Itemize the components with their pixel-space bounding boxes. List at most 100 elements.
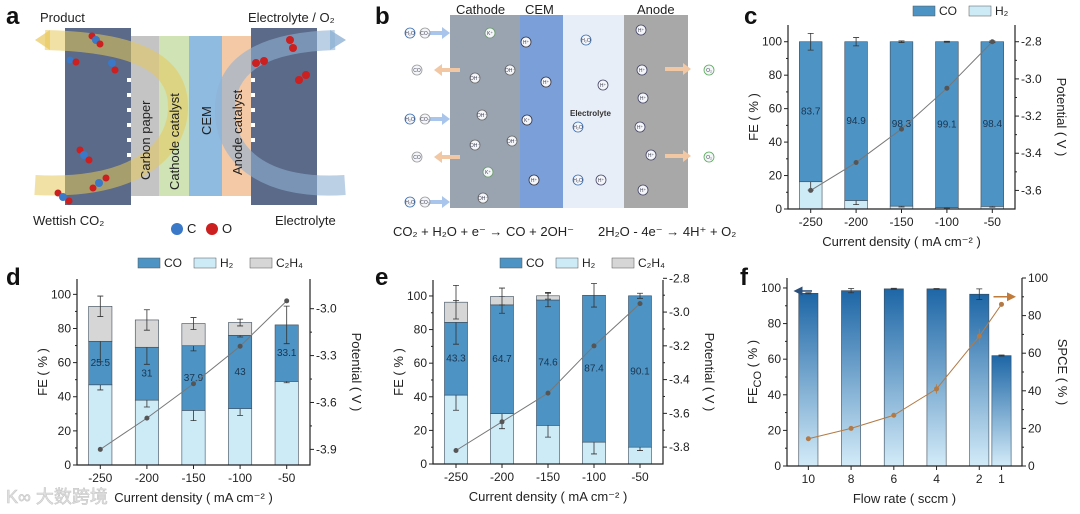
species-co2-label: CO₂ <box>420 31 430 37</box>
carbon-atom-legend-icon <box>171 223 183 235</box>
legend-label-CO: CO <box>164 256 182 270</box>
y2-axis-label: SPCE ( % ) <box>1055 339 1070 405</box>
x-tick-label: -200 <box>844 215 868 229</box>
bar-FE_CO-6 <box>883 288 904 467</box>
panel-letter-a: a <box>6 3 20 30</box>
species-co-label: CO <box>413 68 421 74</box>
y-tick-label: 60 <box>769 102 783 116</box>
bar-value-label: 43.3 <box>446 354 466 365</box>
species-k-icon <box>521 114 533 126</box>
species-h2o-icon <box>580 34 592 46</box>
species-h-label: H⁺ <box>640 96 647 102</box>
species-h-label: H⁺ <box>598 178 605 184</box>
error-bar <box>190 317 197 330</box>
bar-value-label: 94.9 <box>846 116 866 127</box>
line-point-Potential <box>237 343 243 349</box>
legend-label-C₂H₄: C₂H₄ <box>638 256 665 270</box>
legend-label-CO: CO <box>939 4 957 18</box>
line-point-SPCE <box>848 425 854 431</box>
panel-letter-e: e <box>375 264 388 291</box>
label-cathode-catalyst: Cathode catalyst <box>167 93 182 190</box>
x-tick-label: -200 <box>490 470 514 484</box>
error-bar <box>807 32 814 51</box>
panel-b-schematic: Cathode CEM Anode Electrolyte H₂O CO₂COH₂… <box>393 2 736 239</box>
y-tick-label: 80 <box>58 321 72 335</box>
species-k-label: K⁺ <box>487 31 493 37</box>
species-co-icon <box>411 64 423 76</box>
species-co-icon <box>411 151 423 163</box>
y2-tick-label: 100 <box>1028 271 1048 285</box>
legend-label-H₂: H₂ <box>220 256 234 270</box>
species-o2-label: O₂ <box>706 68 712 74</box>
bar-value-label: 99.1 <box>937 120 957 131</box>
line-point-Potential <box>808 187 814 193</box>
y2-tick-label: 60 <box>1028 346 1042 360</box>
line-point-Potential <box>453 447 459 453</box>
line-point-Potential <box>144 415 150 421</box>
x-axis-label: Current density ( mA cm⁻² ) <box>822 234 981 249</box>
species-h-label: H⁺ <box>638 28 645 34</box>
error-bar <box>805 292 812 295</box>
species-oh-label: OH⁻ <box>507 139 518 145</box>
input-arrows <box>424 27 450 208</box>
legend-label-H₂: H₂ <box>995 4 1009 18</box>
y-tick-label: 100 <box>762 35 782 49</box>
x-tick-label: -100 <box>935 215 959 229</box>
chart-c: 83.7 -250 94.9 -200 98.3 -150 99.1 -100 98.4 -50 0… <box>746 4 1069 249</box>
line-point-Potential <box>97 446 103 452</box>
species-co2-label: CO₂ <box>420 200 430 206</box>
y-tick-label: 100 <box>761 281 781 295</box>
species-k-icon <box>482 166 494 178</box>
x-tick-label: -150 <box>181 471 205 485</box>
y2-tick-label: -2.8 <box>1021 35 1042 49</box>
species-h2o-icon <box>404 27 416 39</box>
y2-tick-label: -3.3 <box>316 349 337 363</box>
error-bar <box>890 287 897 290</box>
species-h-icon <box>645 149 657 161</box>
y-tick-label: 20 <box>768 423 782 437</box>
axes-frame <box>76 279 311 466</box>
label-anode-catalyst: Anode catalyst <box>230 89 245 175</box>
x-tick-label: -200 <box>135 471 159 485</box>
y-tick-label: 100 <box>407 289 427 303</box>
line-point-Potential <box>591 343 597 349</box>
y2-tick-label: 0 <box>1028 459 1035 473</box>
label-product: Product <box>40 10 85 25</box>
electrolyte-arrow-head <box>330 30 346 50</box>
y-tick-label: 0 <box>774 459 781 473</box>
x-tick-label: -50 <box>278 471 296 485</box>
species-oh-icon <box>476 109 488 121</box>
species-h-label: H⁺ <box>637 125 644 131</box>
y-axis-label-sub: CO <box>752 371 764 388</box>
co2-flow-arrow <box>34 30 188 196</box>
legend-swatch-C₂H₄ <box>249 257 273 269</box>
species-h-label: H⁺ <box>531 178 538 184</box>
bar-value-label: 98.3 <box>892 119 912 130</box>
x-tick-label: -150 <box>889 215 913 229</box>
species-h-label: H⁺ <box>648 153 655 159</box>
bar-value-label: 43 <box>235 367 247 378</box>
species-h-label: H⁺ <box>600 83 607 89</box>
y2-tick-label: -3.6 <box>1021 183 1042 197</box>
anode-region <box>624 15 688 208</box>
line-point-SPCE <box>805 436 811 442</box>
species-oh-label: OH⁻ <box>478 196 489 202</box>
y2-tick-label: -3.6 <box>316 395 337 409</box>
species-h-icon <box>637 184 649 196</box>
x-tick-label: 10 <box>802 472 816 486</box>
legend-label-CO: CO <box>526 256 544 270</box>
species-h2o-icon <box>404 113 416 125</box>
species-h-icon <box>540 76 552 88</box>
label-cem: CEM <box>525 2 554 17</box>
line-point-SPCE <box>891 412 897 418</box>
line-point-Potential <box>637 301 643 307</box>
y-axis-label: FE ( % ) <box>35 348 50 396</box>
species-o2-label: O₂ <box>706 155 712 161</box>
y2-tick-label: 80 <box>1028 309 1042 323</box>
y-tick-label: 20 <box>414 423 428 437</box>
species-oh-icon <box>477 192 489 204</box>
species-h2o-label: H₂O <box>581 38 591 44</box>
y2-tick-label: -3.0 <box>669 305 690 319</box>
x-tick-label: -250 <box>88 471 112 485</box>
